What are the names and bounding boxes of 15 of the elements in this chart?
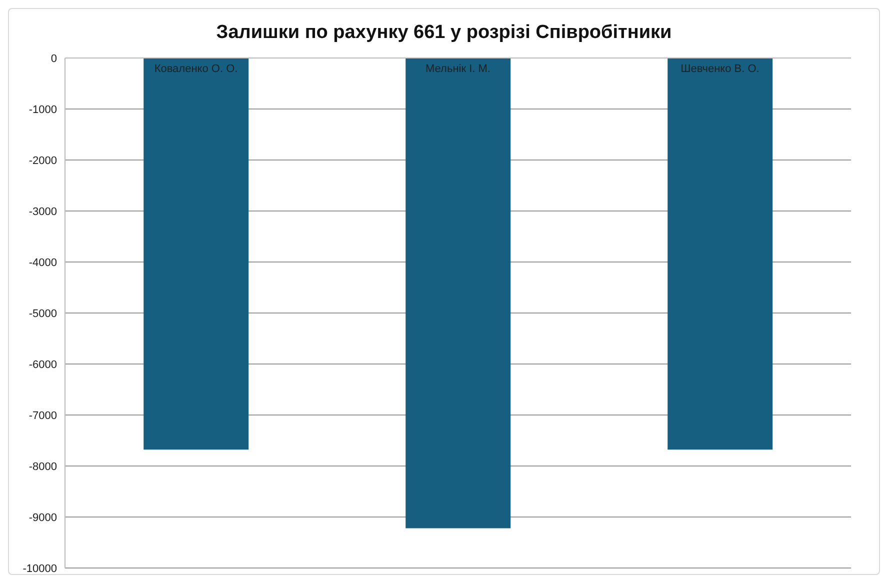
y-tick-label: 0: [50, 52, 57, 65]
x-tick-label: Мельнік І. М.: [426, 63, 490, 75]
y-tick-label: -6000: [28, 358, 57, 371]
y-tick-label: -4000: [28, 256, 57, 269]
x-tick-label: Шевченко В. О.: [680, 63, 760, 75]
y-tick-label: -10000: [22, 562, 57, 575]
chart-title: Залишки по рахунку 661 у розрізі Співробітники: [215, 21, 673, 45]
y-tick-label: -1000: [28, 104, 57, 116]
y-tick-label: -3000: [28, 206, 57, 218]
y-tick-label: -9000: [28, 512, 57, 524]
y-tick-label: -2000: [28, 154, 57, 167]
y-tick-label: -7000: [28, 410, 57, 422]
y-tick-label: -5000: [28, 308, 57, 320]
y-tick-label: -8000: [28, 460, 57, 473]
x-tick-label: Коваленко О. О.: [154, 63, 238, 75]
